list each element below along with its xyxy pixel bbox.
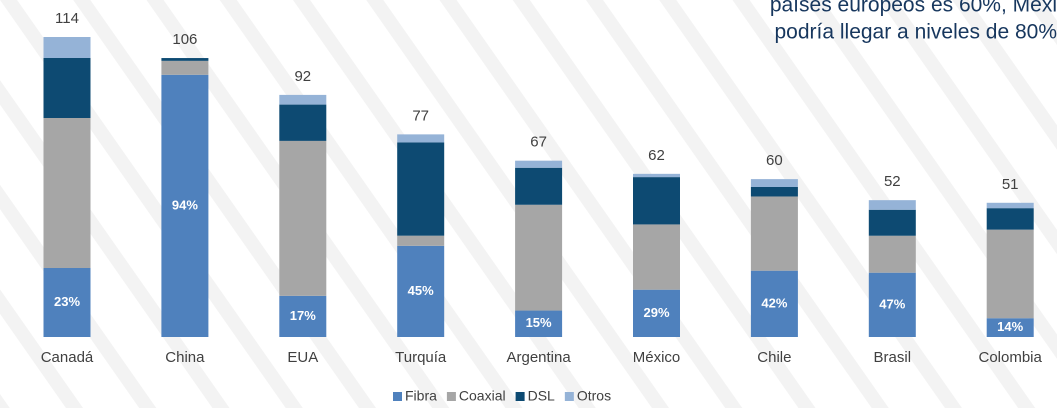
bar-segment [397, 235, 445, 246]
total-label: 67 [530, 134, 547, 151]
bar-segment [515, 310, 563, 337]
bar-segment [279, 295, 327, 337]
bar-segment [515, 167, 563, 205]
bar-segment [750, 179, 798, 187]
bar-segment [986, 318, 1034, 337]
total-label: 51 [1002, 176, 1019, 193]
bar-segment [868, 235, 916, 273]
bar-segment [633, 173, 680, 178]
total-label: 60 [766, 152, 783, 169]
x-tick-label: México [633, 349, 681, 366]
data-label: 45% [408, 283, 434, 298]
bar-segment [633, 177, 680, 225]
bar-segment [986, 229, 1034, 319]
bar-segment [868, 272, 916, 337]
legend-label: Fibra [405, 388, 437, 404]
bar-segment [43, 118, 91, 268]
x-tick-label: Chile [757, 349, 791, 366]
bar-segment [161, 74, 209, 337]
data-label: 47% [879, 296, 905, 311]
bar-segment [986, 208, 1034, 230]
total-label: 62 [648, 147, 665, 164]
legend-swatch [564, 392, 574, 401]
data-label: 14% [997, 319, 1023, 334]
legend-label: DSL [528, 388, 555, 404]
legend-swatch [393, 392, 402, 401]
bar-segment [633, 289, 680, 337]
total-label: 77 [412, 107, 429, 124]
data-label: 17% [290, 308, 316, 323]
bar-segment [397, 245, 445, 337]
total-label: 114 [55, 10, 79, 27]
x-tick-label: Canadá [41, 349, 94, 366]
annotation: podría llegar a niveles de 80% [774, 21, 1057, 44]
legend-swatch [515, 392, 525, 401]
x-tick-label: Turquía [395, 349, 447, 366]
bar-segment [279, 94, 327, 105]
bar-segment [750, 187, 798, 197]
bar-segment [750, 270, 798, 337]
data-label: 15% [526, 315, 552, 330]
x-tick-label: EUA [287, 349, 318, 366]
bar-segment [43, 58, 91, 118]
bar-segment [633, 224, 680, 290]
bar-segment [161, 60, 209, 75]
data-label: 42% [761, 295, 787, 310]
legend-label: Coaxial [459, 388, 506, 404]
bar-segment [868, 209, 916, 236]
bar-segment [279, 104, 327, 141]
x-tick-label: Argentina [506, 349, 571, 366]
bar-segment [161, 58, 209, 61]
bar-segment [515, 160, 563, 168]
bar-segment [868, 200, 916, 210]
legend-label: Otros [577, 388, 611, 404]
total-label: 92 [294, 68, 311, 85]
bar-segment [515, 204, 563, 311]
bar-segment [279, 140, 327, 296]
bar-segment [397, 142, 445, 236]
bar-segment [750, 196, 798, 271]
data-label: 94% [172, 197, 198, 212]
data-label: 29% [643, 305, 669, 320]
total-label: 52 [884, 173, 901, 190]
bar-segment [43, 37, 91, 58]
data-label: 23% [54, 294, 80, 309]
bar-segment [986, 202, 1034, 209]
total-label: 106 [172, 31, 197, 48]
x-tick-label: China [165, 349, 205, 366]
x-tick-label: Colombia [979, 349, 1043, 366]
legend-swatch [446, 392, 456, 401]
x-tick-label: Brasil [874, 349, 912, 366]
bar-segment [397, 134, 445, 143]
bar-segment [43, 268, 91, 337]
annotation: países europeos es 60%, Méxi [770, 0, 1057, 17]
